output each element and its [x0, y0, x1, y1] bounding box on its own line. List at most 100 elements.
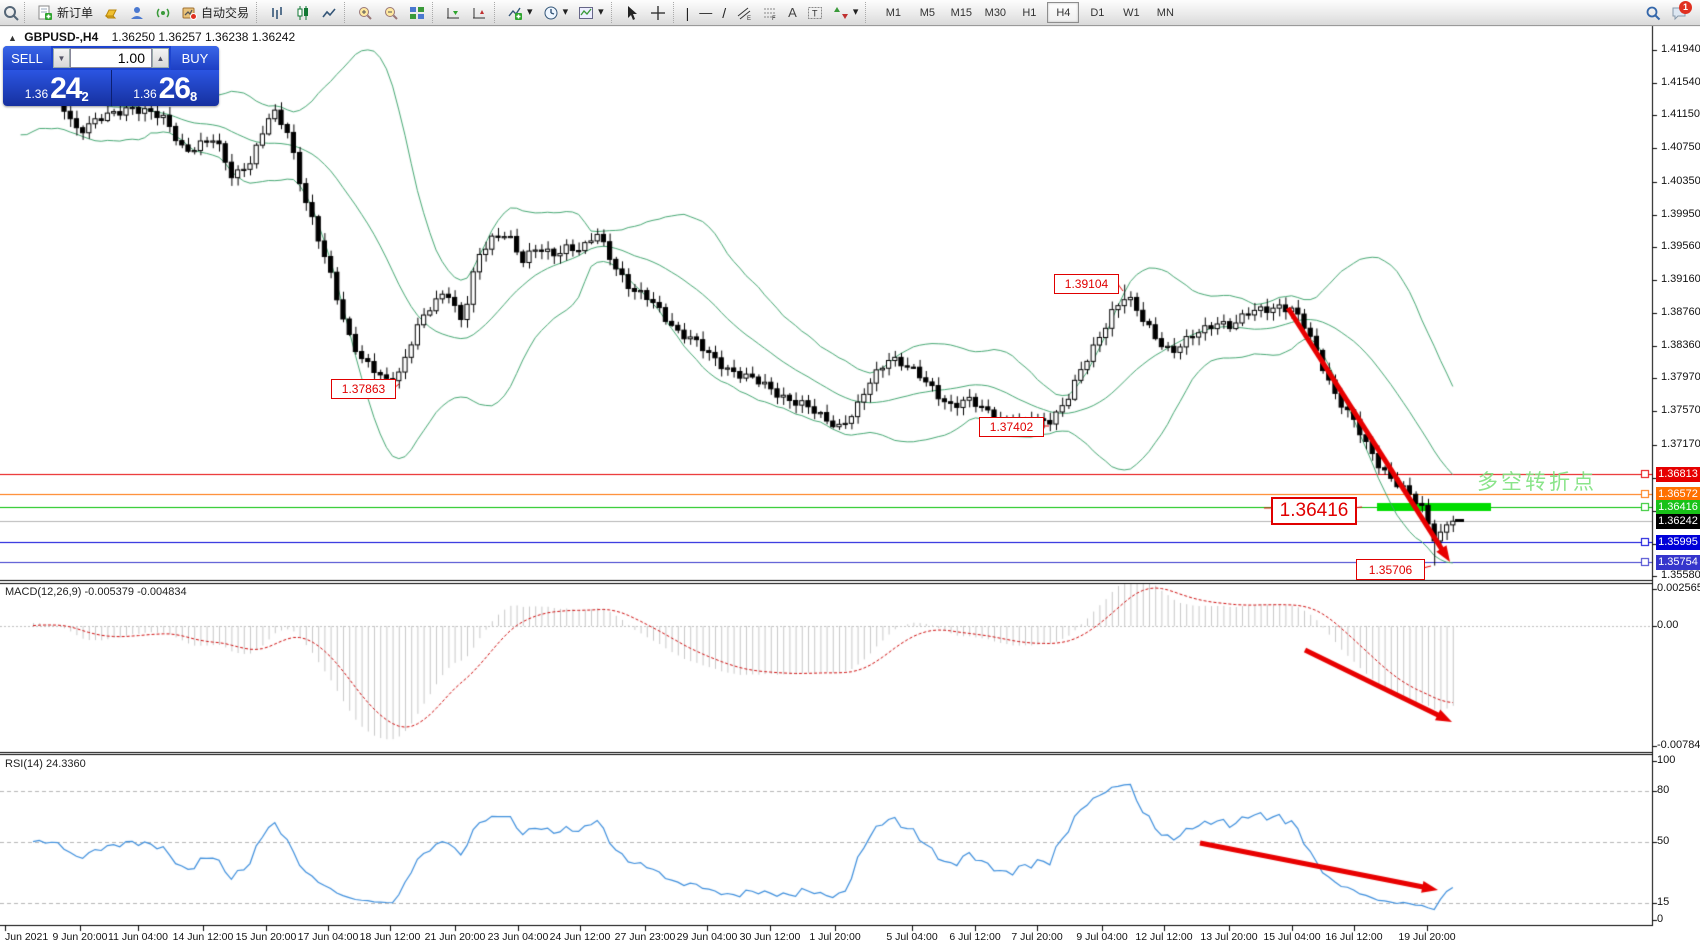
timeframe-w1[interactable]: W1: [1123, 6, 1140, 19]
price-level-label[interactable]: 1.35754: [1656, 554, 1700, 570]
timeframe-h4[interactable]: H4: [1047, 2, 1080, 23]
auto-scroll-button[interactable]: [440, 1, 466, 24]
timeframe-mn[interactable]: MN: [1156, 6, 1174, 19]
top-toolbar: 新订单 自动交易 ▾ ▾ ▾ | — / E F A T ▾: [0, 0, 1700, 26]
price-axis-tick: 1.40750: [1661, 141, 1700, 153]
crosshair-tool-button[interactable]: [645, 1, 671, 24]
text-icon: A: [788, 5, 797, 20]
timeframe-d1[interactable]: D1: [1090, 6, 1105, 19]
channel-tool-button[interactable]: E: [731, 1, 757, 24]
lot-decrease-button[interactable]: ▼: [53, 48, 70, 68]
price-tag-1.35706[interactable]: 1.35706: [1356, 559, 1425, 580]
toolbar-separator: [256, 2, 262, 23]
price-level-label[interactable]: 1.36572: [1656, 486, 1700, 502]
trendline-tool-button[interactable]: /: [717, 1, 731, 24]
zoom-out-button[interactable]: [378, 1, 404, 24]
price-axis-tick: 1.39560: [1661, 240, 1700, 252]
tile-windows-button[interactable]: [404, 1, 430, 24]
turning-point-annotation[interactable]: 多空转折点: [1477, 471, 1597, 494]
macd-axis-value: 0.002565: [1657, 582, 1700, 594]
periods-button[interactable]: ▾: [538, 1, 574, 24]
timeframe-h1[interactable]: H1: [1022, 6, 1037, 19]
timeframe-m1[interactable]: M1: [885, 6, 901, 19]
buy-price[interactable]: 1.36 26 8: [111, 70, 219, 106]
time-axis-label: Jun 2021: [5, 931, 49, 943]
price-level-label[interactable]: 1.36416: [1656, 499, 1700, 515]
dropdown-arrow-icon: ▾: [598, 6, 604, 18]
gold-bar-icon: [103, 5, 119, 21]
lot-stepper: ▼ 1.00 ▲: [51, 46, 171, 70]
price-level-label[interactable]: 1.36813: [1656, 466, 1700, 482]
arrows-tool-button[interactable]: ▾: [828, 1, 864, 24]
market-watch-button[interactable]: [98, 1, 124, 24]
svg-text:E: E: [747, 16, 751, 21]
profile-icon: [129, 5, 145, 21]
price-tag-1.39104[interactable]: 1.39104: [1054, 274, 1119, 294]
window-icon[interactable]: [3, 5, 19, 21]
time-axis-label: 15 Jul 04:00: [1263, 931, 1321, 943]
lot-size-input[interactable]: 1.00: [70, 48, 152, 68]
vline-tool-button[interactable]: |: [681, 1, 695, 24]
timeframe-m5[interactable]: M5: [919, 6, 935, 19]
sell-price[interactable]: 1.36 24 2: [3, 70, 112, 106]
time-axis-label: 29 Jun 04:00: [676, 931, 738, 943]
time-axis-label: 11 Jun 04:00: [108, 931, 168, 943]
search-button[interactable]: [1640, 1, 1666, 24]
new-order-button[interactable]: 新订单: [32, 1, 98, 24]
price-level-label[interactable]: 1.35995: [1656, 534, 1700, 550]
bar-chart-button[interactable]: [264, 1, 290, 24]
template-icon: [578, 5, 594, 21]
notifications-button[interactable]: 1: [1666, 0, 1692, 24]
indicators-button[interactable]: ▾: [502, 1, 538, 24]
new-order-icon: [37, 5, 53, 21]
timeframe-m30[interactable]: M30: [984, 6, 1007, 19]
label-tool-button[interactable]: T: [802, 1, 828, 24]
zoom-in-button[interactable]: [352, 1, 378, 24]
time-axis-label: 7 Jul 20:00: [1011, 931, 1063, 943]
toolbar-separator: [672, 2, 679, 23]
price-tag-1.37402[interactable]: 1.37402: [979, 417, 1044, 437]
time-axis-label: 18 Jun 12:00: [359, 931, 421, 943]
arrows-icon: [833, 5, 849, 21]
auto-trading-icon: [181, 5, 198, 21]
buy-button[interactable]: BUY: [171, 46, 219, 70]
time-axis-label: 30 Jun 12:00: [739, 931, 801, 943]
hline-tool-button[interactable]: —: [694, 1, 717, 24]
fibonacci-tool-button[interactable]: F: [757, 1, 783, 24]
time-axis-label: 15 Jun 20:00: [235, 931, 297, 943]
trendline-icon: /: [722, 4, 727, 21]
lot-increase-button[interactable]: ▲: [152, 48, 169, 68]
toolbar-separator: [432, 2, 438, 23]
chart-shift-button[interactable]: [466, 1, 492, 24]
candle-chart-icon: [295, 5, 311, 21]
cursor-tool-button[interactable]: [619, 1, 645, 24]
sell-price-pip: 2: [81, 89, 89, 104]
templates-button[interactable]: ▾: [573, 1, 609, 24]
time-axis-label: 1 Jul 20:00: [809, 931, 861, 943]
chart-shift-icon: [471, 5, 487, 21]
macd-axis-value: 0.00: [1657, 619, 1679, 631]
timeframe-m15[interactable]: M15: [950, 6, 973, 19]
sell-button[interactable]: SELL: [3, 46, 51, 70]
price-axis-tick: 1.41540: [1661, 76, 1700, 88]
price-tag-1.37863[interactable]: 1.37863: [331, 379, 396, 399]
auto-trading-label: 自动交易: [201, 6, 250, 20]
sell-price-main: 24: [50, 72, 82, 105]
time-axis-label: 9 Jul 04:00: [1076, 931, 1128, 943]
text-tool-button[interactable]: A: [783, 1, 802, 24]
collapse-icon[interactable]: ▲: [8, 33, 17, 43]
price-level-label[interactable]: 1.36242: [1656, 513, 1700, 529]
candle-chart-button[interactable]: [290, 1, 316, 24]
auto-trading-button[interactable]: 自动交易: [176, 1, 254, 24]
time-axis-label: 17 Jun 04:00: [297, 931, 359, 943]
line-chart-button[interactable]: [316, 1, 342, 24]
accounts-button[interactable]: [124, 1, 150, 24]
one-click-trading-panel: SELL ▼ 1.00 ▲ BUY 1.36 24 2 1.36 26 8: [3, 46, 219, 106]
price-tag-1.36416[interactable]: 1.36416: [1271, 497, 1357, 525]
channel-icon: E: [736, 5, 752, 22]
svg-text:F: F: [772, 16, 776, 21]
price-axis-tick: 1.39160: [1661, 273, 1700, 285]
signals-button[interactable]: [150, 1, 176, 24]
